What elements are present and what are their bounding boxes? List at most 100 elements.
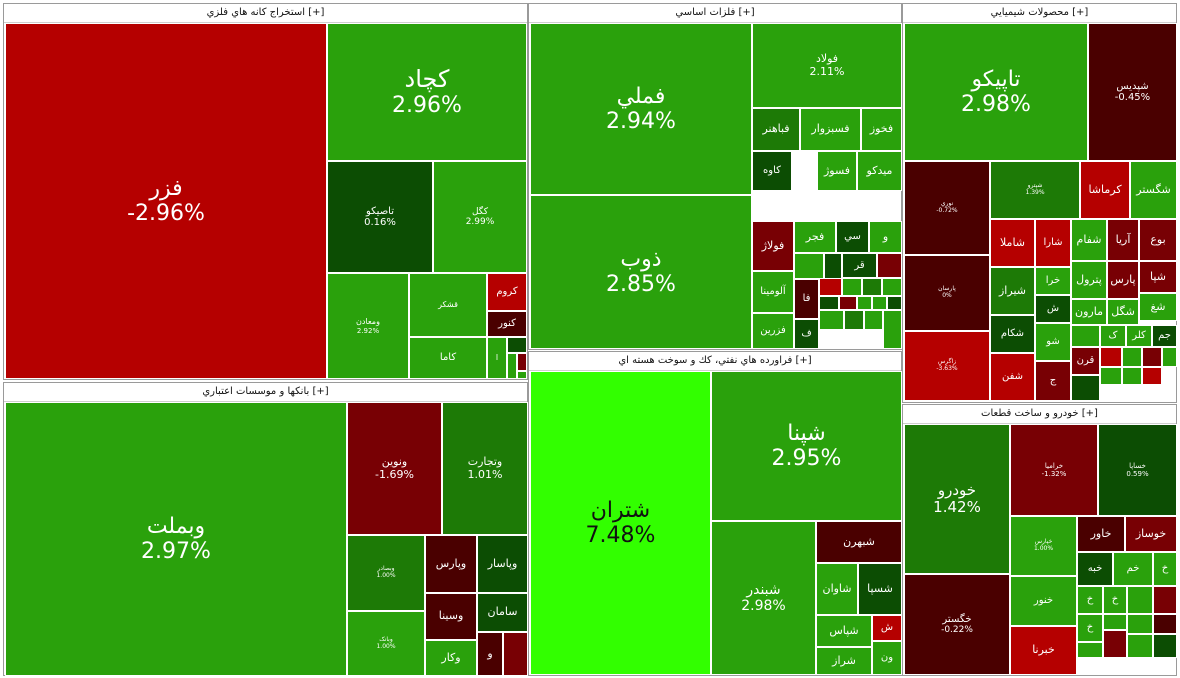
stock-tile[interactable]: فخوز [861, 108, 902, 151]
stock-tile[interactable]: شاوان [816, 563, 858, 615]
stock-tile[interactable]: زاگرس -3.63% [904, 331, 990, 401]
stock-tile[interactable]: فزر -2.96% [5, 23, 327, 379]
stock-tile[interactable] [864, 310, 883, 330]
stock-tile[interactable]: تاپيکو 2.98% [904, 23, 1088, 161]
stock-tile[interactable] [819, 278, 842, 296]
stock-tile[interactable]: وبصادر 1.00% [347, 535, 425, 611]
sector-title[interactable]: محصولات شيميايي [+] [903, 4, 1176, 23]
stock-tile[interactable] [819, 296, 839, 310]
stock-tile[interactable]: خپارس 1.00% [1010, 516, 1077, 576]
stock-tile[interactable] [1153, 634, 1177, 658]
stock-tile[interactable]: خگستر -0.22% [904, 574, 1010, 675]
stock-tile[interactable] [1122, 347, 1142, 367]
stock-tile[interactable] [844, 310, 864, 330]
stock-tile[interactable]: شيراز [990, 267, 1035, 315]
stock-tile[interactable]: کاما [409, 337, 487, 379]
stock-tile[interactable] [862, 278, 882, 296]
stock-tile[interactable]: شاملا [990, 219, 1035, 267]
stock-tile[interactable]: خ [1103, 586, 1127, 614]
stock-tile[interactable]: فباهنر [752, 108, 800, 151]
stock-tile[interactable]: خودرو 1.42% [904, 424, 1010, 574]
stock-tile[interactable]: ميدکو [857, 151, 902, 191]
stock-tile[interactable]: پترول [1071, 261, 1107, 299]
stock-tile[interactable]: فا [794, 279, 819, 319]
stock-tile[interactable]: فسوژ [817, 151, 857, 191]
stock-tile[interactable] [507, 353, 517, 379]
stock-tile[interactable] [1103, 614, 1127, 630]
stock-tile[interactable]: قرن [1071, 347, 1100, 375]
stock-tile[interactable]: ج [1035, 361, 1071, 401]
stock-tile[interactable]: قشکر [409, 273, 487, 337]
stock-tile[interactable] [819, 310, 844, 330]
sector-title[interactable]: خودرو و ساخت قطعات [+] [903, 405, 1176, 424]
stock-tile[interactable]: خرا [1035, 267, 1071, 295]
stock-tile[interactable] [1100, 347, 1122, 367]
stock-tile[interactable]: کروم [487, 273, 527, 311]
stock-tile[interactable]: ذوب 2.85% [530, 195, 752, 349]
stock-tile[interactable]: خساپا 0.59% [1098, 424, 1177, 516]
stock-tile[interactable]: شپاس [816, 615, 872, 647]
stock-tile[interactable]: شارا [1035, 219, 1071, 267]
stock-tile[interactable]: خاور [1077, 516, 1125, 552]
stock-tile[interactable]: خنور [1010, 576, 1077, 626]
stock-tile[interactable]: خبرنا [1010, 626, 1077, 675]
stock-tile[interactable]: فولاد 2.11% [752, 23, 902, 108]
stock-tile[interactable] [824, 253, 842, 279]
stock-tile[interactable] [517, 371, 527, 379]
stock-tile[interactable]: فملي 2.94% [530, 23, 752, 195]
stock-tile[interactable]: ش [872, 615, 902, 641]
stock-tile[interactable]: وتجارت 1.01% [442, 402, 528, 535]
stock-tile[interactable]: شبهرن [816, 521, 902, 563]
stock-tile[interactable] [1071, 375, 1100, 401]
sector-title[interactable]: بانکها و موسسات اعتباري [+] [4, 383, 527, 402]
stock-tile[interactable]: وبملت 2.97% [5, 402, 347, 676]
stock-tile[interactable]: کلر [1126, 325, 1152, 347]
stock-tile[interactable]: شبندر 2.98% [711, 521, 816, 675]
stock-tile[interactable]: ک [1100, 325, 1126, 347]
stock-tile[interactable]: ف [794, 319, 819, 349]
stock-tile[interactable]: شفن [990, 353, 1035, 401]
stock-tile[interactable]: کنور [487, 311, 527, 337]
stock-tile[interactable]: خبه [1077, 552, 1113, 586]
stock-tile[interactable]: و [869, 221, 902, 253]
stock-tile[interactable] [872, 296, 887, 310]
stock-tile[interactable]: شراز [816, 647, 872, 675]
stock-tile[interactable] [1103, 630, 1127, 658]
stock-tile[interactable]: وکار [425, 640, 477, 676]
stock-tile[interactable] [842, 278, 862, 296]
stock-tile[interactable] [1127, 634, 1153, 658]
stock-tile[interactable]: شگستر [1130, 161, 1177, 219]
stock-tile[interactable]: بوع [1139, 219, 1177, 261]
stock-tile[interactable]: کچاد 2.96% [327, 23, 527, 161]
stock-tile[interactable] [882, 278, 902, 296]
stock-tile[interactable]: خ [1077, 614, 1103, 642]
stock-tile[interactable]: آلومينا [752, 271, 794, 313]
stock-tile[interactable] [857, 296, 872, 310]
stock-tile[interactable]: ون [872, 641, 902, 675]
stock-tile[interactable] [1127, 586, 1153, 614]
stock-tile[interactable]: شپنا 2.95% [711, 371, 902, 521]
stock-tile[interactable]: خ [1077, 586, 1103, 614]
stock-tile[interactable]: خوساز [1125, 516, 1177, 552]
stock-tile[interactable]: پارس [1107, 261, 1139, 299]
stock-tile[interactable] [517, 353, 527, 371]
stock-tile[interactable]: شو [1035, 323, 1071, 361]
stock-tile[interactable]: ونوين -1.69% [347, 402, 442, 535]
stock-tile[interactable]: کاوه [752, 151, 792, 191]
stock-tile[interactable] [1162, 347, 1177, 367]
stock-tile[interactable] [1153, 614, 1177, 634]
stock-tile[interactable]: ا [487, 337, 507, 379]
stock-tile[interactable]: وسينا [425, 593, 477, 640]
stock-tile[interactable]: نوري -0.72% [904, 161, 990, 255]
stock-tile[interactable]: فجر [794, 221, 836, 253]
stock-tile[interactable]: سي [836, 221, 869, 253]
stock-tile[interactable]: جم [1152, 325, 1177, 347]
stock-tile[interactable]: قر [842, 253, 877, 278]
stock-tile[interactable] [794, 253, 824, 279]
stock-tile[interactable] [1142, 347, 1162, 367]
stock-tile[interactable]: وپاسار [477, 535, 528, 593]
stock-tile[interactable]: کرماشا [1080, 161, 1130, 219]
stock-tile[interactable]: شکام [990, 315, 1035, 353]
stock-tile[interactable] [887, 296, 902, 310]
stock-tile[interactable] [1127, 614, 1153, 634]
